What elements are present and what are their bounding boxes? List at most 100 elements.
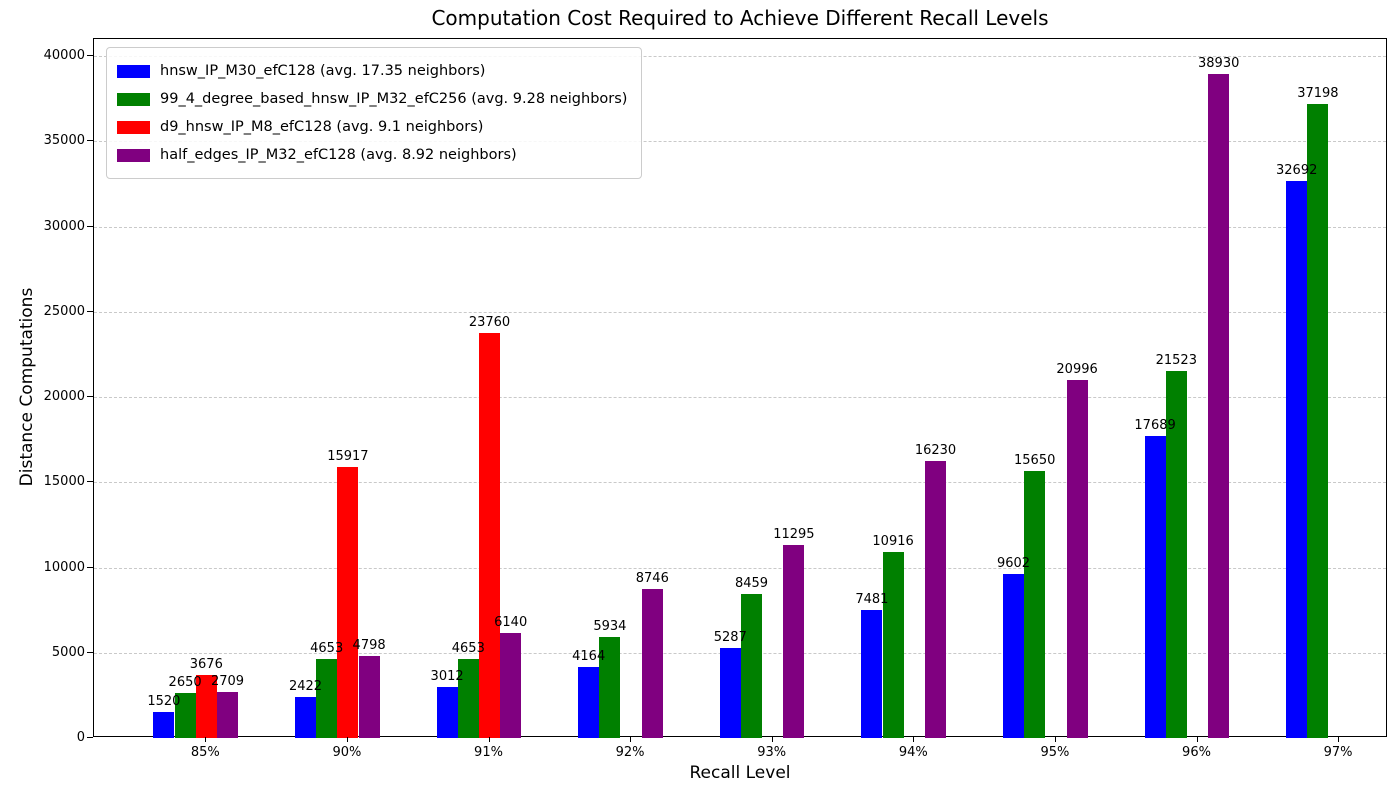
bar-value-label: 10916 xyxy=(872,533,914,549)
legend-swatch xyxy=(117,92,150,106)
y-tick-label: 10000 xyxy=(43,559,85,575)
bar xyxy=(1307,103,1329,738)
bar xyxy=(924,461,947,738)
y-tick-mark xyxy=(87,651,93,653)
bar-value-label: 4653 xyxy=(310,640,344,656)
bar-value-label: 8746 xyxy=(635,570,669,586)
bar xyxy=(478,332,501,738)
bar xyxy=(174,692,196,738)
bar xyxy=(153,712,175,738)
bar xyxy=(195,675,217,738)
y-tick-label: 15000 xyxy=(43,474,85,490)
bar xyxy=(337,466,359,738)
x-tick-mark xyxy=(346,737,348,742)
x-tick-label: 92% xyxy=(615,745,645,760)
bar-value-label: 4798 xyxy=(352,638,386,654)
y-tick-label: 25000 xyxy=(43,303,85,319)
x-tick-mark xyxy=(205,737,207,742)
bar xyxy=(599,636,621,738)
gridline xyxy=(94,567,1386,569)
x-tick-label: 91% xyxy=(474,745,503,760)
bar-value-label: 9602 xyxy=(996,556,1031,572)
y-tick-label: 40000 xyxy=(43,48,85,63)
x-tick-label: 90% xyxy=(332,745,362,760)
bar xyxy=(294,696,317,738)
x-tick-mark xyxy=(1054,737,1056,742)
bar xyxy=(861,610,883,738)
bar xyxy=(578,667,600,738)
bar xyxy=(740,593,763,738)
x-tick-mark xyxy=(771,737,773,742)
bar xyxy=(1002,574,1025,738)
bar-value-label: 38930 xyxy=(1198,56,1240,72)
x-tick-label: 93% xyxy=(757,745,787,760)
bar-value-label: 7481 xyxy=(855,592,889,608)
bar-value-label: 2422 xyxy=(288,678,323,694)
y-tick-label: 30000 xyxy=(43,218,85,234)
bar xyxy=(719,647,741,738)
bar xyxy=(316,658,338,738)
x-tick-label: 95% xyxy=(1040,745,1070,760)
legend-item: d9_hnsw_IP_M8_efC128 (avg. 9.1 neighbors… xyxy=(117,113,627,141)
gridline xyxy=(94,311,1386,313)
bar xyxy=(358,656,380,738)
y-tick-mark xyxy=(87,225,93,227)
y-tick-mark xyxy=(87,481,93,483)
legend-label: half_edges_IP_M32_efC128 (avg. 8.92 neig… xyxy=(160,147,517,163)
y-tick-mark xyxy=(87,396,93,397)
bar-value-label: 32692 xyxy=(1276,162,1318,178)
bar-value-label: 20996 xyxy=(1056,362,1098,378)
bar-value-label: 16230 xyxy=(914,443,957,459)
gridline xyxy=(94,397,1386,398)
bar-value-label: 4164 xyxy=(572,649,606,664)
bar xyxy=(1208,74,1230,738)
gridline xyxy=(94,141,1386,143)
gridline xyxy=(94,482,1386,484)
x-tick-mark xyxy=(1338,737,1340,742)
chart-title: Computation Cost Required to Achieve Dif… xyxy=(431,6,1049,30)
bar-value-label: 15917 xyxy=(327,448,369,464)
bar-value-label: 21523 xyxy=(1155,353,1197,369)
legend-label: hnsw_IP_M30_efC128 (avg. 17.35 neighbors… xyxy=(160,63,486,79)
x-tick-label: 85% xyxy=(190,745,220,760)
bar xyxy=(641,588,663,738)
y-tick-mark xyxy=(87,55,93,56)
legend-swatch xyxy=(117,64,150,78)
legend-swatch xyxy=(117,148,150,162)
y-tick-mark xyxy=(87,566,93,568)
legend-label: 99_4_degree_based_hnsw_IP_M32_efC256 (av… xyxy=(160,91,628,107)
bar-value-label: 37198 xyxy=(1297,85,1339,101)
gridline xyxy=(94,56,1386,57)
bar-value-label: 8459 xyxy=(734,575,769,591)
bar-value-label: 6140 xyxy=(494,615,528,631)
bar xyxy=(1286,180,1308,738)
x-tick-label: 94% xyxy=(898,745,928,760)
bar-value-label: 1520 xyxy=(147,694,181,710)
gridline xyxy=(94,226,1386,228)
bar xyxy=(216,691,239,738)
bar xyxy=(1024,471,1046,738)
legend-item: 99_4_degree_based_hnsw_IP_M32_efC256 (av… xyxy=(117,85,627,113)
y-tick-label: 5000 xyxy=(51,644,85,660)
y-tick-mark xyxy=(87,737,93,738)
x-tick-mark xyxy=(913,737,915,742)
bar xyxy=(1165,371,1187,738)
y-tick-label: 35000 xyxy=(43,133,85,149)
y-tick-mark xyxy=(87,310,93,312)
bar xyxy=(457,658,479,738)
bar-value-label: 23760 xyxy=(468,314,511,330)
bar-value-label: 4653 xyxy=(451,640,485,656)
y-tick-mark xyxy=(87,140,93,142)
bar-value-label: 2709 xyxy=(210,673,245,689)
x-tick-mark xyxy=(488,737,490,742)
bar-value-label: 17689 xyxy=(1134,418,1176,434)
bar-value-label: 11295 xyxy=(773,527,815,543)
bar xyxy=(783,545,805,738)
bar-value-label: 5934 xyxy=(593,618,627,634)
bar xyxy=(500,633,522,738)
x-axis-label: Recall Level xyxy=(689,763,791,783)
bar-value-label: 15650 xyxy=(1014,453,1056,469)
x-tick-mark xyxy=(630,737,632,742)
x-tick-label: 96% xyxy=(1182,745,1211,760)
bar-value-label: 5287 xyxy=(713,629,747,645)
